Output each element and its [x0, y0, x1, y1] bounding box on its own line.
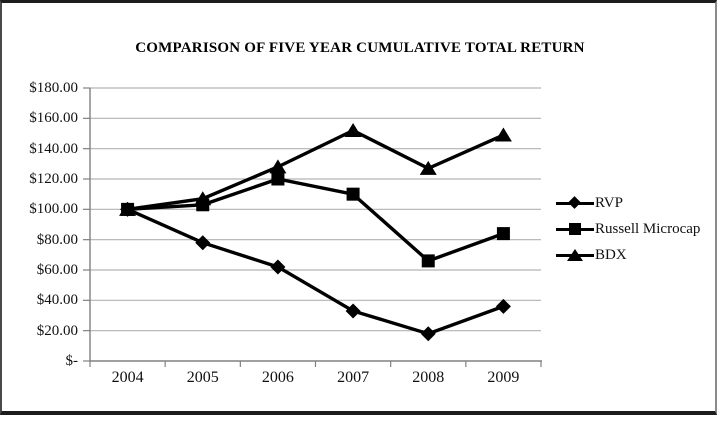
y-axis-tick-label: $80.00: [36, 231, 78, 248]
x-axis-tick-label: 2007: [337, 369, 370, 386]
y-axis-tick-label: $60.00: [36, 262, 78, 278]
x-axis-tick-label: 2006: [261, 369, 294, 386]
chart-title: COMPARISON OF FIVE YEAR CUMULATIVE TOTAL…: [135, 40, 585, 56]
x-axis-tick-label: 2008: [412, 369, 445, 386]
legend-label: Russell Microcap: [595, 220, 701, 237]
y-axis-tick-label: $20.00: [36, 322, 78, 339]
diamond-marker-icon: [568, 196, 581, 209]
square-marker-icon: [569, 223, 581, 235]
legend-item-bdx: BDX: [556, 242, 700, 268]
x-axis-tick-label: 2009: [487, 369, 520, 386]
legend-label: BDX: [595, 246, 627, 263]
y-axis-tick-label: $-: [65, 353, 79, 369]
legend-label: RVP: [595, 194, 623, 211]
legend-item-russell-microcap: Russell Microcap: [556, 216, 700, 242]
y-axis-tick-label: $140.00: [29, 140, 78, 157]
triangle-marker-icon: [567, 249, 583, 261]
y-axis-tick-label: $180.00: [29, 80, 78, 96]
figure-border: [0, 0, 717, 415]
y-axis-tick-label: $40.00: [36, 292, 78, 309]
legend-item-rvp: RVP: [556, 190, 700, 216]
legend: RVP Russell Microcap BDX: [556, 190, 700, 268]
y-axis-tick-label: $160.00: [29, 110, 78, 127]
y-axis-tick-label: $100.00: [29, 201, 78, 218]
legend-marker: [556, 221, 594, 237]
legend-marker: [556, 247, 594, 263]
legend-marker: [556, 195, 594, 211]
x-axis-tick-label: 2004: [111, 369, 144, 386]
x-axis-tick-label: 2005: [186, 369, 219, 386]
y-axis-tick-label: $120.00: [29, 171, 78, 187]
